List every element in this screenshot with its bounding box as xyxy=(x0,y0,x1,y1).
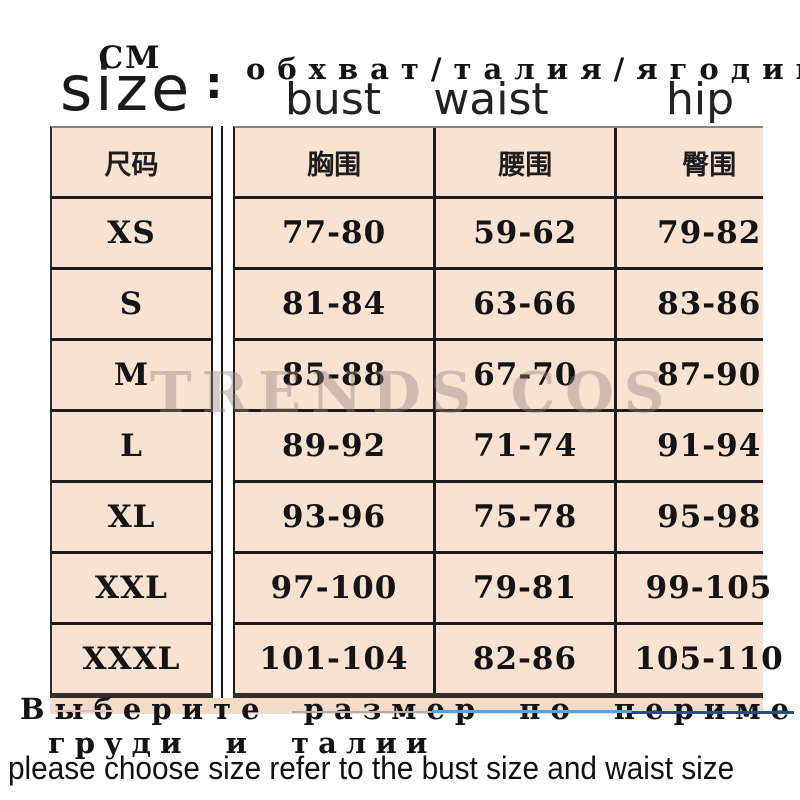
bust-cell: 81-84 xyxy=(235,270,437,338)
size-title: size xyxy=(60,52,193,125)
table-row: S xyxy=(50,267,213,338)
waist-cell: 59-62 xyxy=(436,199,618,267)
cn-header-waist: 腰围 xyxy=(436,128,618,196)
column-label-waist: waist xyxy=(433,74,549,125)
table-header-row: 尺码 xyxy=(50,126,213,196)
waist-cell: 75-78 xyxy=(436,483,618,551)
hip-cell: 87-90 xyxy=(657,357,762,393)
artifact-line-gray xyxy=(292,711,432,713)
size-cell: XXL xyxy=(95,570,168,606)
table-row: L xyxy=(50,409,213,480)
hip-cell: 99-105 xyxy=(645,570,773,606)
bust-cell: 77-80 xyxy=(235,199,437,267)
table-row: XS xyxy=(50,196,213,267)
size-cell: S xyxy=(119,286,144,322)
bust-cell: 97-100 xyxy=(235,554,436,622)
size-cell: XXXL xyxy=(82,641,181,677)
hip-cell: 91-94 xyxy=(657,428,762,464)
column-label-bust: bust xyxy=(285,74,381,125)
table-bottom-border xyxy=(233,693,763,698)
table-row: 77-80 59-62 79-82 xyxy=(233,196,763,267)
artifact-line-pink xyxy=(55,710,113,712)
table-bottom-border xyxy=(50,693,213,698)
waist-cell: 71-74 xyxy=(436,412,618,480)
cn-header-bust: 胸围 xyxy=(235,128,437,196)
footer-english-note: please choose size refer to the bust siz… xyxy=(8,750,735,786)
hip-cell: 95-98 xyxy=(657,499,762,535)
bust-cell: 93-96 xyxy=(235,483,437,551)
hip-cell: 83-86 xyxy=(657,286,762,322)
artifact-line-blue-light xyxy=(432,710,632,713)
waist-cell: 79-81 xyxy=(436,554,617,622)
table-row: 101-104 82-86 105-110 xyxy=(233,622,784,693)
waist-cell: 67-70 xyxy=(436,341,618,409)
table-row: 81-84 63-66 83-86 xyxy=(233,267,763,338)
table-header-row: 胸围 腰围 臀围 xyxy=(233,126,763,196)
table-row: XXL xyxy=(50,551,213,622)
size-cell: XS xyxy=(107,215,156,251)
column-label-hip: hip xyxy=(665,74,735,125)
cn-header-hip: 臀围 xyxy=(682,149,737,180)
measurements-table: 胸围 腰围 臀围 77-80 59-62 79-82 81-84 63-66 8… xyxy=(233,126,784,693)
table-row: M xyxy=(50,338,213,409)
bust-cell: 101-104 xyxy=(235,625,436,693)
hip-cell: 79-82 xyxy=(657,215,762,251)
size-cell: L xyxy=(120,428,143,464)
waist-cell: 63-66 xyxy=(436,270,618,338)
size-column-table: 尺码 XS S M L XL XXL XXXL xyxy=(50,126,213,693)
size-title-colon: : xyxy=(205,58,223,109)
waist-cell: 82-86 xyxy=(436,625,617,693)
bust-cell: 89-92 xyxy=(235,412,437,480)
footer-russian-line1: Выберите размер по периметру xyxy=(20,692,800,726)
size-cell: M xyxy=(113,357,150,393)
russian-measures-header: обхват/талия/ягодица xyxy=(246,52,800,86)
artifact-line-blue-dark xyxy=(632,711,794,714)
footer-russian-line2: груди и талии xyxy=(48,726,437,760)
bust-cell: 85-88 xyxy=(235,341,437,409)
table-row: XL xyxy=(50,480,213,551)
table-row: 85-88 67-70 87-90 xyxy=(233,338,763,409)
hip-cell: 105-110 xyxy=(634,641,784,677)
table-row: XXXL xyxy=(50,622,213,693)
size-cell: XL xyxy=(107,499,156,535)
table-row: 89-92 71-74 91-94 xyxy=(233,409,763,480)
table-row: 97-100 79-81 99-105 xyxy=(233,551,773,622)
table-row: 93-96 75-78 95-98 xyxy=(233,480,763,551)
unit-label: CM xyxy=(98,40,162,76)
cn-header-size: 尺码 xyxy=(104,149,159,180)
column-divider-line xyxy=(221,126,223,699)
